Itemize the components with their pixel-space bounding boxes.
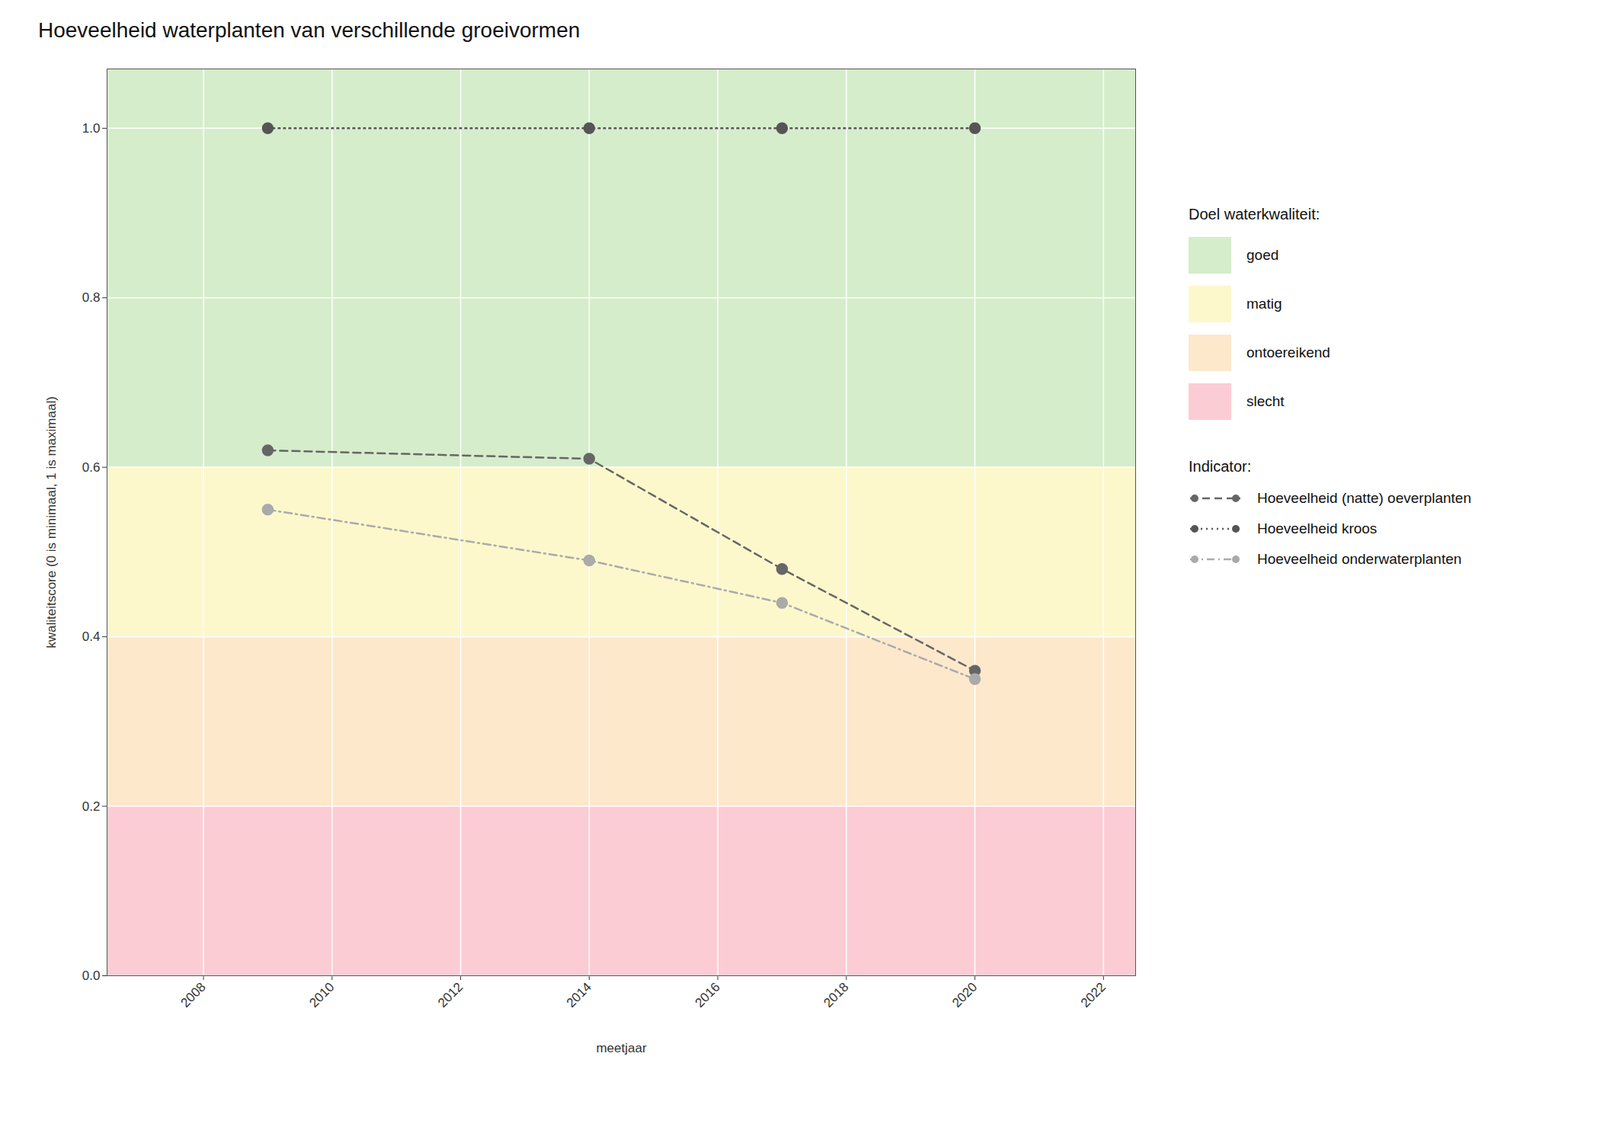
svg-text:1.0: 1.0 [82, 121, 101, 136]
html-text:ontoereikend: ontoereikend [1246, 344, 1331, 361]
svg-text:2010: 2010 [306, 979, 337, 1011]
html-text:slecht: slecht [1246, 393, 1285, 410]
html-text:Hoeveelheid (natte) oeverplant: Hoeveelheid (natte) oeverplanten [1257, 489, 1472, 506]
svg-text:0.0: 0.0 [82, 968, 101, 983]
svg-text:kwaliteitscore (0 is minimaal,: kwaliteitscore (0 is minimaal, 1 is maxi… [44, 396, 59, 649]
svg-text:2018: 2018 [820, 979, 852, 1011]
svg-text:2022: 2022 [1078, 979, 1109, 1011]
svg-text:2020: 2020 [949, 979, 980, 1011]
svg-text:2008: 2008 [178, 979, 209, 1011]
html-text:Hoeveelheid waterplanten van v: Hoeveelheid waterplanten van verschillen… [38, 18, 581, 42]
html-text:Doel waterkwaliteit:: Doel waterkwaliteit: [1188, 205, 1320, 223]
html-text:matig: matig [1246, 295, 1282, 312]
svg-text:0.2: 0.2 [82, 799, 101, 814]
html-text:Hoeveelheid onderwaterplanten: Hoeveelheid onderwaterplanten [1257, 550, 1462, 567]
svg-text:meetjaar: meetjaar [595, 1040, 647, 1056]
html-text:Hoeveelheid kroos: Hoeveelheid kroos [1257, 520, 1378, 537]
svg-text:0.8: 0.8 [82, 290, 101, 305]
html-text:goed: goed [1246, 246, 1279, 263]
svg-text:2014: 2014 [563, 979, 595, 1011]
svg-text:0.4: 0.4 [82, 629, 101, 644]
svg-text:2012: 2012 [435, 979, 466, 1011]
html-text:Indicator:: Indicator: [1188, 457, 1252, 475]
svg-text:0.6: 0.6 [82, 460, 101, 475]
svg-text:2016: 2016 [692, 979, 724, 1011]
